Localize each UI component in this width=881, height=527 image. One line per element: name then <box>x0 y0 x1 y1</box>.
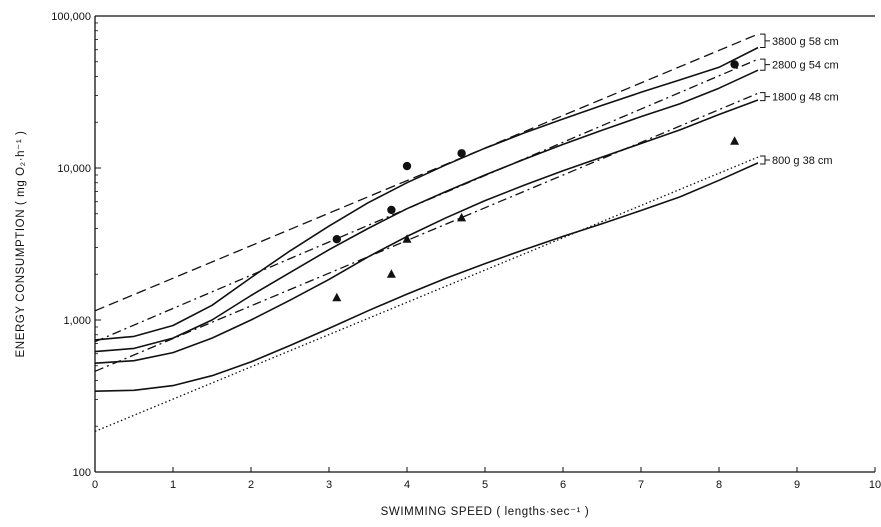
group-labels: 3800 g 58 cm 2800 g 54 cm 1800 g 48 cm 800 … <box>760 33 839 167</box>
x-tick-label: 3 <box>326 479 332 491</box>
x-tick-label: 9 <box>794 479 800 491</box>
y-tick-label: 100,000 <box>51 11 91 23</box>
group-label-bracket <box>760 58 770 71</box>
x-tick-label: 2 <box>248 479 254 491</box>
series-line-dashdot <box>94 58 759 343</box>
x-tick-label: 10 <box>869 479 881 491</box>
series-line-solid <box>94 46 759 341</box>
x-ticks: 0 1 2 3 4 5 6 7 8 9 10 <box>92 467 881 491</box>
circle-point <box>730 60 739 69</box>
triangle-point <box>457 212 467 222</box>
group-label: 3800 g 58 cm <box>772 36 839 48</box>
group-label: 2800 g 54 cm <box>772 60 839 72</box>
y-tick-label: 1,000 <box>63 315 91 327</box>
x-tick-label: 1 <box>170 479 176 491</box>
circle-point <box>402 161 412 171</box>
triangle-point <box>386 269 396 278</box>
group-label: 800 g 38 cm <box>772 155 833 167</box>
x-tick-label: 6 <box>560 479 566 491</box>
group-label-bracket <box>760 92 770 102</box>
circle-point <box>457 149 466 158</box>
circle-point <box>387 205 396 215</box>
group-label-bracket <box>760 33 770 49</box>
triangle-point <box>402 234 412 243</box>
series-line-dotted <box>94 156 759 433</box>
series-line-dashed <box>94 33 759 312</box>
triangle-point <box>730 136 740 145</box>
y-tick-label: 100 <box>73 467 91 479</box>
series-line-solid <box>94 99 759 364</box>
data-points <box>332 60 740 302</box>
group-label: 1800 g 48 cm <box>772 92 839 104</box>
x-tick-label: 7 <box>638 479 644 491</box>
x-axis-title: SWIMMING SPEED ( lengths·sec⁻¹ ) <box>381 506 590 518</box>
triangle-point <box>332 292 342 302</box>
series-line-solid <box>94 69 759 353</box>
series-lines <box>94 33 759 433</box>
circle-point <box>332 235 341 244</box>
y-tick-label: 10,000 <box>57 163 91 175</box>
plot-frame <box>94 15 875 473</box>
x-tick-label: 0 <box>92 479 98 491</box>
x-tick-label: 4 <box>404 479 410 491</box>
y-ticks: 100 1,000 10,000 100,000 <box>51 11 101 479</box>
x-tick-label: 8 <box>716 479 722 491</box>
y-axis-title: ENERGY CONSUMPTION ( mg O₂·h⁻¹ ) <box>15 131 27 358</box>
group-label-bracket <box>760 155 770 165</box>
series-line-dashdot <box>94 92 759 372</box>
x-tick-label: 5 <box>482 479 488 491</box>
series-line-solid <box>94 162 759 392</box>
